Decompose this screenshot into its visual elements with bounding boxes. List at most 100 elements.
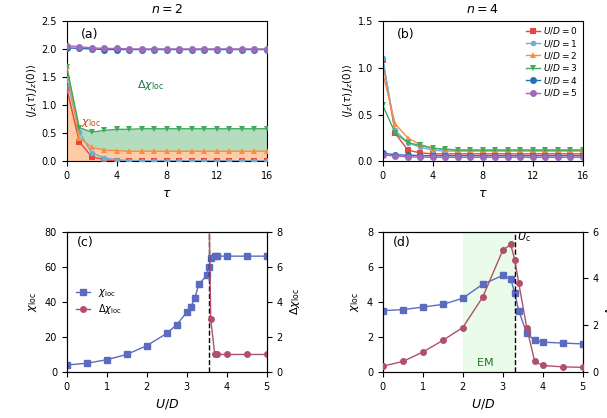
X-axis label: $U/D$: $U/D$ <box>155 397 179 411</box>
Y-axis label: $\chi_{\rm loc}$: $\chi_{\rm loc}$ <box>349 292 361 312</box>
X-axis label: $\tau$: $\tau$ <box>162 186 172 200</box>
$U/D = 0$ <box>441 151 449 156</box>
$U/D = 2$ <box>566 148 574 153</box>
Text: (c): (c) <box>76 236 93 249</box>
Y-axis label: $\langle J_z(\tau)\, J_z(0)\rangle$: $\langle J_z(\tau)\, J_z(0)\rangle$ <box>25 64 39 118</box>
$U/D = 2$ <box>441 147 449 152</box>
$U/D = 3$ <box>379 103 387 108</box>
$U/D = 2$ <box>517 148 524 153</box>
$\chi_{\rm loc}$ <box>183 310 191 315</box>
$U/D = 3$ <box>566 148 574 153</box>
$U/D = 4$ <box>579 153 586 158</box>
Line: $U/D = 0$: $U/D = 0$ <box>380 57 586 157</box>
$U/D = 2$ <box>416 142 424 147</box>
$U/D = 1$ <box>454 148 461 153</box>
$\Delta\chi_{\rm loc}$ <box>207 317 214 322</box>
Text: ${\rm EM}$: ${\rm EM}$ <box>476 356 493 368</box>
$U/D = 1$ <box>404 140 412 145</box>
Line: $U/D = 2$: $U/D = 2$ <box>380 71 586 153</box>
$U/D = 2$ <box>392 121 399 126</box>
$\chi_{\rm loc}$ <box>83 361 90 366</box>
$U/D = 5$ <box>454 155 461 160</box>
$U/D = 0$ <box>479 151 486 156</box>
$U/D = 5$ <box>579 155 586 160</box>
$U/D = 3$ <box>579 148 586 153</box>
$U/D = 4$ <box>504 153 511 158</box>
$U/D = 0$ <box>554 151 561 156</box>
$U/D = 1$ <box>392 128 399 133</box>
$\chi_{\rm loc}$ <box>187 305 194 310</box>
$U/D = 2$ <box>492 148 499 153</box>
$U/D = 5$ <box>429 155 436 160</box>
$\chi_{\rm loc}$ <box>103 357 110 362</box>
$U/D = 3$ <box>416 143 424 148</box>
$\chi_{\rm loc}$ <box>123 352 131 357</box>
$U/D = 1$ <box>579 148 586 153</box>
$U/D = 2$ <box>454 148 461 153</box>
$U/D = 5$ <box>517 155 524 160</box>
$U/D = 4$ <box>492 153 499 158</box>
$U/D = 4$ <box>404 153 412 158</box>
$U/D = 5$ <box>504 155 511 160</box>
$U/D = 5$ <box>467 155 474 160</box>
$U/D = 3$ <box>441 147 449 152</box>
$U/D = 3$ <box>529 148 537 153</box>
Text: $\Delta\chi_{\rm loc}$: $\Delta\chi_{\rm loc}$ <box>137 78 164 92</box>
$U/D = 5$ <box>554 155 561 160</box>
$\chi_{\rm loc}$ <box>243 254 251 259</box>
$\Delta\chi_{\rm loc}$ <box>243 352 251 357</box>
$U/D = 4$ <box>416 153 424 158</box>
$U/D = 3$ <box>492 148 499 153</box>
$U/D = 0$ <box>404 148 412 153</box>
$U/D = 2$ <box>554 148 561 153</box>
$\chi_{\rm loc}$ <box>195 282 202 287</box>
$U/D = 4$ <box>554 153 561 158</box>
$U/D = 0$ <box>541 151 549 156</box>
$U/D = 0$ <box>392 131 399 136</box>
Line: $\Delta\chi_{\rm loc}$: $\Delta\chi_{\rm loc}$ <box>64 0 270 357</box>
$\chi_{\rm loc}$ <box>263 254 270 259</box>
Y-axis label: $\chi_{\rm loc}$: $\chi_{\rm loc}$ <box>27 292 39 312</box>
Line: $U/D = 3$: $U/D = 3$ <box>379 102 586 153</box>
$U/D = 5$ <box>441 155 449 160</box>
$\chi_{\rm loc}$ <box>173 322 180 327</box>
$U/D = 2$ <box>529 148 537 153</box>
Line: $U/D = 1$: $U/D = 1$ <box>380 56 586 154</box>
$U/D = 3$ <box>454 148 461 153</box>
$U/D = 2$ <box>379 71 387 76</box>
$U/D = 4$ <box>454 153 461 158</box>
$\Delta\chi_{\rm loc}$ <box>223 352 231 357</box>
Text: (a): (a) <box>81 28 98 41</box>
$U/D = 4$ <box>541 153 549 158</box>
$U/D = 5$ <box>392 154 399 159</box>
$U/D = 4$ <box>467 153 474 158</box>
Line: $U/D = 4$: $U/D = 4$ <box>379 150 586 159</box>
$U/D = 0$ <box>379 58 387 63</box>
$\chi_{\rm loc}$ <box>191 296 198 301</box>
Bar <box>463 232 515 372</box>
$\Delta\chi_{\rm loc}$ <box>211 352 219 357</box>
Line: $U/D = 5$: $U/D = 5$ <box>379 151 586 161</box>
Text: (d): (d) <box>393 236 410 249</box>
$\chi_{\rm loc}$ <box>211 254 219 259</box>
$\Delta\chi_{\rm loc}$ <box>213 352 220 357</box>
$U/D = 1$ <box>541 148 549 153</box>
$U/D = 2$ <box>479 148 486 153</box>
Y-axis label: $\Delta\chi_{\rm loc}$: $\Delta\chi_{\rm loc}$ <box>604 288 607 315</box>
$U/D = 0$ <box>517 151 524 156</box>
$U/D = 2$ <box>504 148 511 153</box>
Y-axis label: $\Delta\chi_{\rm loc}$: $\Delta\chi_{\rm loc}$ <box>288 288 302 315</box>
$U/D = 1$ <box>479 148 486 153</box>
$U/D = 1$ <box>379 56 387 61</box>
$U/D = 4$ <box>392 152 399 157</box>
Title: $n = 2$: $n = 2$ <box>151 3 183 15</box>
$U/D = 1$ <box>566 148 574 153</box>
$U/D = 4$ <box>441 153 449 158</box>
$U/D = 1$ <box>492 148 499 153</box>
$U/D = 1$ <box>554 148 561 153</box>
$\chi_{\rm loc}$ <box>143 343 151 348</box>
$U/D = 3$ <box>479 148 486 153</box>
$U/D = 0$ <box>429 151 436 156</box>
$U/D = 4$ <box>517 153 524 158</box>
$U/D = 0$ <box>504 151 511 156</box>
